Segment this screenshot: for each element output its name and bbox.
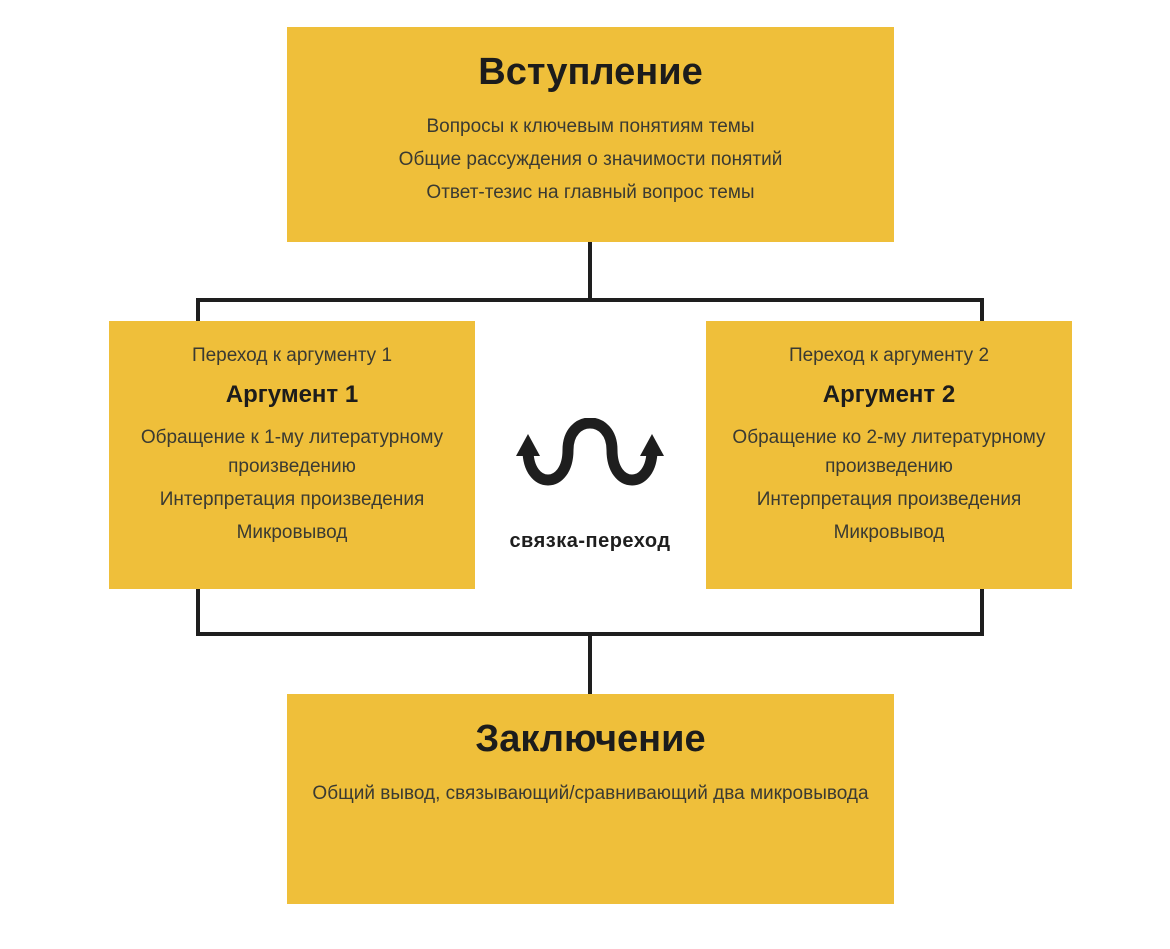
argument-2-line-2: Интерпретация произведения [724,485,1054,514]
argument-2-title: Аргумент 2 [724,381,1054,409]
argument-2-body: Обращение ко 2-му литературному произвед… [724,423,1054,547]
connector-top-vertical [588,242,592,302]
argument-1-line-1: Обращение к 1-му литературному произведе… [127,423,457,481]
argument-2-line-1: Обращение ко 2-му литературному произвед… [724,423,1054,481]
argument-1-box: Переход к аргументу 1 Аргумент 1 Обращен… [109,321,475,589]
argument-2-box: Переход к аргументу 2 Аргумент 2 Обращен… [706,321,1072,589]
intro-line-2: Общие рассуждения о значимости понятий [305,145,876,174]
intro-body: Вопросы к ключевым понятиям темы Общие р… [305,112,876,207]
argument-1-line-2: Интерпретация произведения [127,485,457,514]
argument-2-line-3: Микровывод [724,518,1054,547]
connector-top-horizontal [196,298,984,302]
connector-bot-left-rise [196,588,200,636]
transition-label: связка-переход [505,530,675,553]
intro-box: Вступление Вопросы к ключевым понятиям т… [287,27,894,242]
connector-bot-right-rise [980,588,984,636]
connector-top-left-drop [196,298,200,322]
conclusion-body: Общий вывод, связывающий/сравнивающий дв… [305,779,876,808]
conclusion-line-1: Общий вывод, связывающий/сравнивающий дв… [305,779,876,808]
connector-bot-vertical [588,632,592,695]
intro-line-1: Вопросы к ключевым понятиям темы [305,112,876,141]
intro-line-3: Ответ-тезис на главный вопрос темы [305,178,876,207]
argument-1-pretitle: Переход к аргументу 1 [127,345,457,367]
argument-1-title: Аргумент 1 [127,381,457,409]
diagram-stage: Вступление Вопросы к ключевым понятиям т… [0,0,1170,949]
intro-title: Вступление [305,51,876,94]
argument-2-pretitle: Переход к аргументу 2 [724,345,1054,367]
connector-top-right-drop [980,298,984,322]
transition-icon [510,418,670,508]
conclusion-box: Заключение Общий вывод, связывающий/срав… [287,694,894,904]
conclusion-title: Заключение [305,718,876,761]
argument-1-line-3: Микровывод [127,518,457,547]
argument-1-body: Обращение к 1-му литературному произведе… [127,423,457,547]
